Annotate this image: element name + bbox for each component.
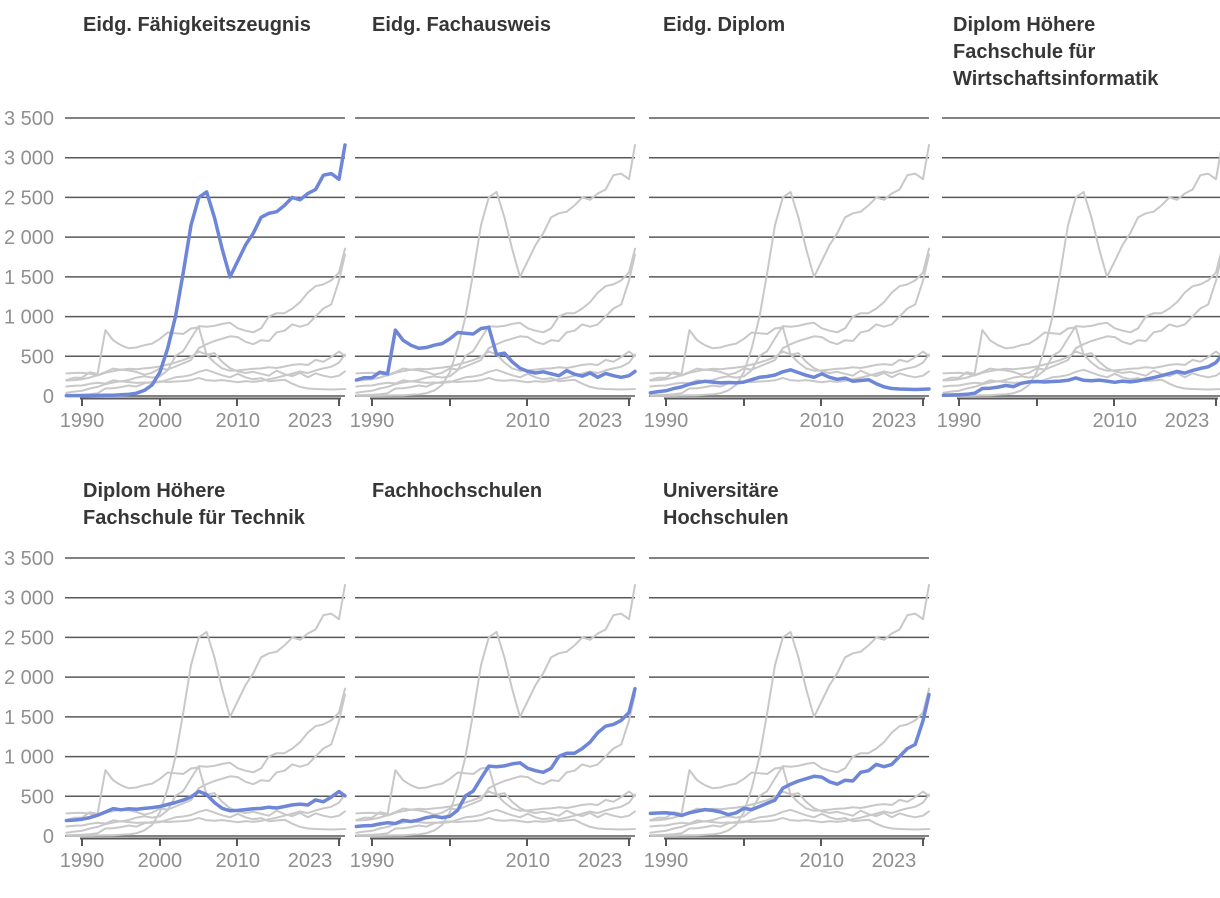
svg-text:1990: 1990 [937,410,982,432]
svg-text:500: 500 [21,786,54,808]
svg-text:2 500: 2 500 [4,187,54,209]
svg-text:1 500: 1 500 [4,707,54,729]
facet-line-chart: 1990 2010 2023 [644,117,931,432]
svg-text:3 500: 3 500 [4,548,54,570]
facet-panel-efz: Eidg. Fähigkeitszeugnis 3 500 3 000 2 500 2… [0,0,347,450]
svg-text:1990: 1990 [644,410,689,432]
svg-text:2000: 2000 [138,410,183,432]
svg-text:3 500: 3 500 [4,108,54,130]
svg-text:2 000: 2 000 [4,667,54,689]
facet-title: Diplom Höhere Fachschule für Technik [83,480,305,529]
svg-text:1990: 1990 [60,850,105,872]
svg-text:2010: 2010 [506,850,551,872]
svg-text:2023: 2023 [578,410,623,432]
svg-text:1990: 1990 [644,850,689,872]
facet-panel-fachhochschulen: Fachhochschulen 1990 2010 2023 [345,460,637,898]
svg-text:2023: 2023 [288,850,333,872]
svg-text:1 000: 1 000 [4,307,54,329]
facet-panel-universitaere-hochschulen: Universitäre Hochschulen 1990 2010 2023 [637,460,931,898]
svg-text:0: 0 [43,826,54,848]
facet-line-chart: 3 500 3 000 2 500 2 000 1 500 1 000 500 0 1990 20… [4,108,347,432]
svg-text:3 000: 3 000 [4,588,54,610]
facet-line-chart: 1990 2010 2023 [350,117,637,432]
facet-panel-hf-wirtschaftsinformatik: Diplom Höhere Fachschule für Wirtschafts… [929,0,1220,450]
svg-text:0: 0 [43,386,54,408]
svg-text:2023: 2023 [288,410,333,432]
svg-text:2010: 2010 [216,850,261,872]
svg-text:2010: 2010 [506,410,551,432]
svg-text:2023: 2023 [872,850,917,872]
facet-panel-diplom: Eidg. Diplom 1990 2010 2023 [637,0,931,450]
facet-line-chart: 1990 2010 2023 [350,557,637,872]
svg-text:2000: 2000 [138,850,183,872]
svg-text:2 000: 2 000 [4,227,54,249]
svg-text:1990: 1990 [350,850,395,872]
facet-title: Diplom Höhere Fachschule für Wirtschafts… [953,14,1159,90]
svg-text:500: 500 [21,346,54,368]
svg-text:2 500: 2 500 [4,627,54,649]
facet-title: Eidg. Fachausweis [372,14,551,36]
svg-text:2010: 2010 [800,410,845,432]
facet-line-chart: 1990 2010 2023 [937,117,1220,432]
svg-text:2023: 2023 [872,410,917,432]
svg-text:1990: 1990 [60,410,105,432]
facet-line-chart: 3 500 3 000 2 500 2 000 1 500 1 000 500 0 1990 20… [4,548,347,872]
facet-title: Eidg. Fähigkeitszeugnis [83,14,311,36]
facet-title: Eidg. Diplom [663,14,786,36]
facet-title: Universitäre Hochschulen [663,480,789,529]
facet-line-chart: 1990 2010 2023 [644,557,931,872]
svg-text:2010: 2010 [1093,410,1138,432]
svg-text:3 000: 3 000 [4,148,54,170]
facet-panel-hf-technik: Diplom Höhere Fachschule für Technik 3 5… [0,460,347,898]
svg-text:2023: 2023 [578,850,623,872]
svg-text:1 000: 1 000 [4,747,54,769]
svg-text:2023: 2023 [1165,410,1210,432]
facet-panel-fachausweis: Eidg. Fachausweis 1990 2010 2023 [345,0,637,450]
svg-text:2010: 2010 [216,410,261,432]
svg-text:1990: 1990 [350,410,395,432]
facet-title: Fachhochschulen [372,480,543,502]
svg-text:1 500: 1 500 [4,267,54,289]
svg-text:2010: 2010 [800,850,845,872]
